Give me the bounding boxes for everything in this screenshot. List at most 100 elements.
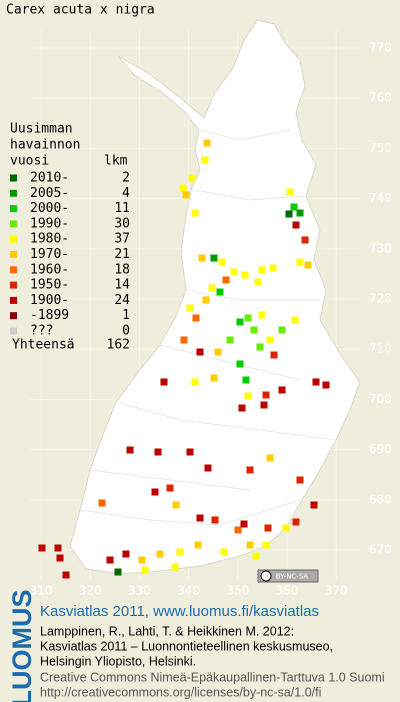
observation <box>171 563 179 571</box>
easting-label: 360 <box>276 584 299 598</box>
easting-label: 350 <box>226 584 249 598</box>
easting-label: 340 <box>177 584 200 598</box>
license: http://creativecommons.org/licenses/by-n… <box>40 685 321 699</box>
observation <box>208 284 216 292</box>
observation <box>211 516 219 524</box>
observation <box>258 311 266 319</box>
observation <box>291 316 299 324</box>
observation <box>292 518 300 526</box>
northing-label: 740 <box>369 191 392 205</box>
observation <box>172 501 180 509</box>
observation <box>226 336 234 344</box>
northing-label: 680 <box>369 492 392 506</box>
observation <box>322 381 330 389</box>
axis-labels: 770 760 750 740 730 720 710 700 690 680 670 310 320 3… <box>30 41 392 598</box>
observation <box>188 174 196 182</box>
legend-swatch <box>10 235 17 243</box>
observation <box>201 156 209 164</box>
legend-label: 1980- <box>30 232 69 247</box>
legend: 2010- 2 2005- 4 2000- 11 1990- 30 1980- 37 1970- 21… <box>10 171 130 339</box>
observation <box>151 488 159 496</box>
observation <box>198 254 206 262</box>
observation <box>202 296 210 304</box>
observation <box>301 236 309 244</box>
observation <box>179 184 187 192</box>
observation <box>258 266 266 274</box>
observation <box>238 404 246 412</box>
observation <box>296 258 304 266</box>
northing-label: 770 <box>369 41 392 55</box>
observation <box>290 203 298 211</box>
observation <box>210 374 218 382</box>
observation <box>220 548 228 556</box>
legend-count: 11 <box>114 201 130 216</box>
legend-heading: havainnon <box>10 138 80 153</box>
observation <box>304 261 312 269</box>
badge-icon <box>260 570 272 582</box>
observation <box>114 568 122 576</box>
observation <box>244 392 252 400</box>
observation <box>166 484 174 492</box>
observation <box>310 501 318 509</box>
legend-count: 2 <box>122 171 130 186</box>
observation <box>234 526 242 534</box>
badge <box>257 569 319 583</box>
observation <box>285 210 293 218</box>
observation <box>266 336 274 344</box>
observation <box>250 326 258 334</box>
total: 162 <box>107 338 130 353</box>
observation <box>56 554 64 562</box>
northing-label: 720 <box>369 292 392 306</box>
legend-count: 24 <box>114 293 130 308</box>
legend-label: 2005- <box>30 186 69 201</box>
legend-count-heading: lkm <box>104 154 128 169</box>
legend-label: 2000- <box>30 201 69 216</box>
easting-label: 370 <box>325 584 348 598</box>
observation <box>222 276 230 284</box>
observation <box>156 550 164 558</box>
observation <box>196 514 204 522</box>
legend-count: 4 <box>122 186 130 201</box>
legend-swatch <box>10 266 17 274</box>
observation <box>269 264 277 272</box>
observation <box>186 304 194 312</box>
headline: Kasviatlas 2011, www.luomus.fi/kasviatla… <box>40 603 319 620</box>
legend-label: 1960- <box>30 262 69 277</box>
legend-count: 18 <box>114 262 130 277</box>
observation <box>264 524 272 532</box>
observation <box>241 271 249 279</box>
observation <box>246 541 254 549</box>
observation <box>282 524 290 532</box>
legend-swatch <box>10 312 17 320</box>
observation <box>252 552 260 560</box>
legend-swatch <box>10 251 17 258</box>
observation <box>54 544 62 552</box>
legend-label: -1899 <box>30 308 69 323</box>
legend-heading: vuosi <box>10 154 49 169</box>
legend-swatch <box>10 174 17 182</box>
legend-swatch <box>10 220 17 228</box>
legend-swatch <box>10 327 17 335</box>
observation <box>186 448 194 456</box>
total-label: Yhteensä <box>12 338 75 353</box>
observation <box>270 351 278 359</box>
northing-label: 730 <box>369 241 392 255</box>
legend-swatch <box>10 281 17 289</box>
observation <box>242 376 250 384</box>
citation: Lamppinen, R., Lahti, T. & Heikkinen M. … <box>40 624 294 638</box>
legend-count: 21 <box>114 247 130 262</box>
northing-label: 690 <box>369 442 392 456</box>
legend-heading: Uusimman <box>10 122 73 137</box>
easting-label: 320 <box>79 584 102 598</box>
northing-label: 670 <box>369 543 392 557</box>
northing-label: 750 <box>369 141 392 155</box>
title: Carex acuta x nigra <box>6 3 155 18</box>
observation <box>98 499 106 507</box>
observation <box>191 209 199 217</box>
logo: LUOMUS <box>7 590 37 702</box>
northing-label: 710 <box>369 342 392 356</box>
observation <box>160 378 168 386</box>
observation <box>286 188 294 196</box>
observation <box>210 254 218 262</box>
